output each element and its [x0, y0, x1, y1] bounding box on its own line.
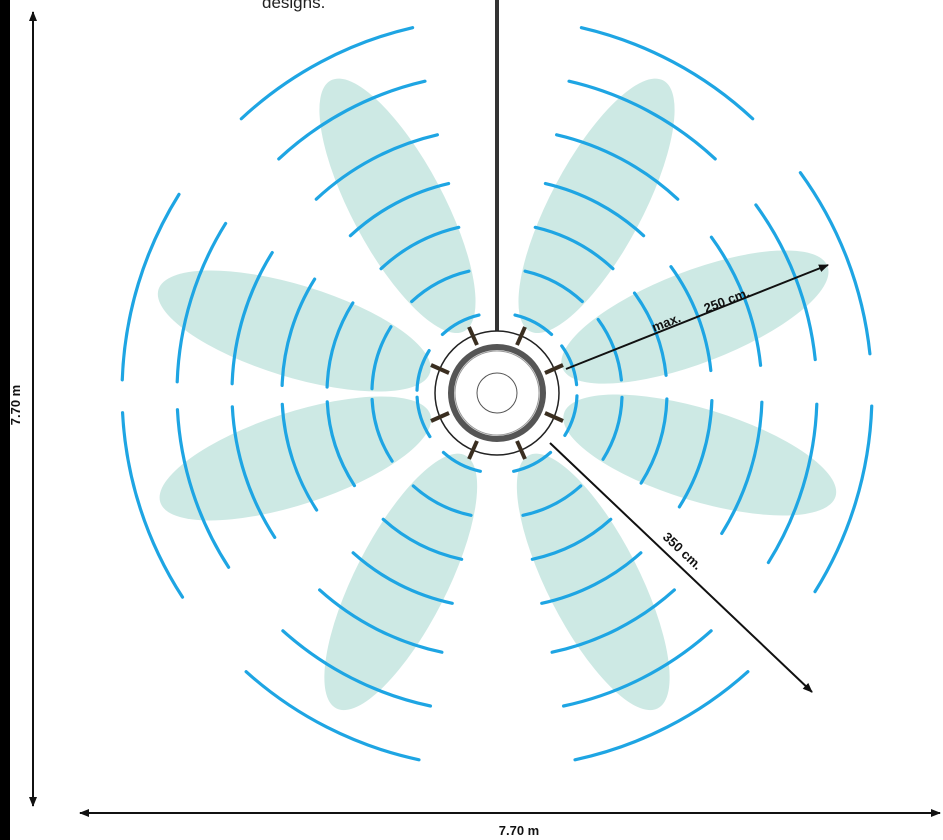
radius-arrow [549, 442, 813, 693]
radius-label: 350 cm. [660, 529, 705, 573]
left-edge [0, 0, 10, 840]
caption: designs. [262, 0, 325, 12]
hub [430, 326, 564, 460]
width-label: 7.70 m [499, 823, 539, 838]
height-label: 7.70 m [8, 385, 23, 425]
range-arrow [565, 264, 829, 370]
